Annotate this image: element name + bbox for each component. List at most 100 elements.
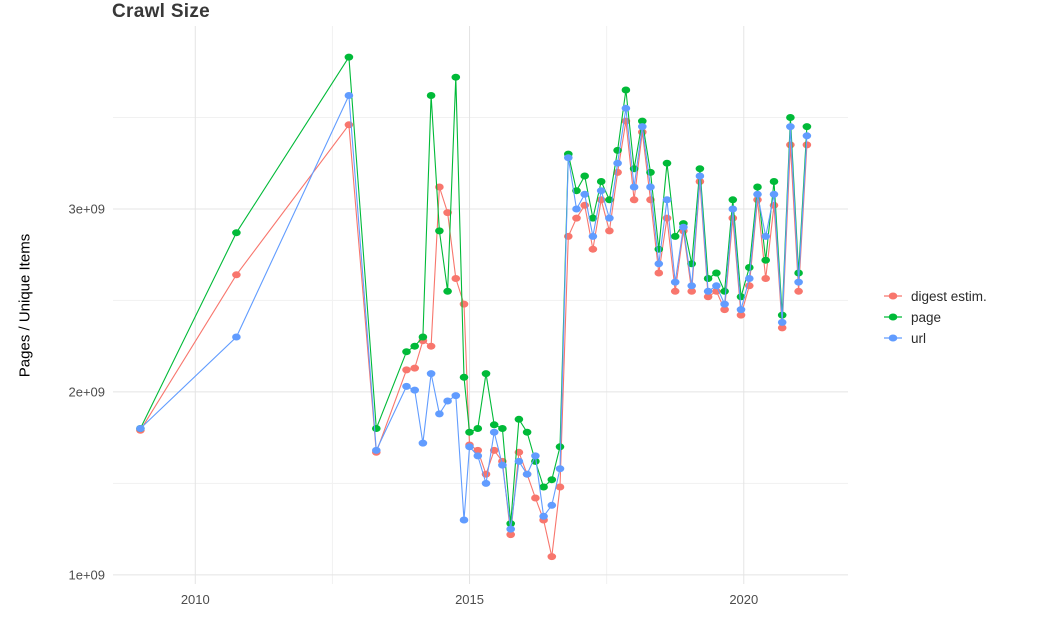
data-point-page — [418, 333, 428, 341]
data-point-url — [802, 132, 812, 140]
data-point-page — [426, 92, 436, 99]
data-point-digest-estim — [605, 227, 614, 235]
data-point-page — [753, 183, 762, 191]
data-point-url — [531, 452, 540, 460]
data-point-digest-estim — [777, 324, 787, 332]
data-point-page — [451, 73, 461, 81]
data-point-url — [662, 196, 672, 204]
data-point-digest-estim — [232, 271, 241, 279]
data-point-digest-estim — [506, 531, 515, 539]
data-point-url — [687, 282, 696, 290]
data-point-url — [654, 260, 664, 268]
x-tick-label: 2010 — [181, 592, 210, 607]
data-point-digest-estim — [402, 366, 411, 374]
data-point-url — [539, 512, 548, 520]
data-point-page — [481, 370, 491, 378]
data-point-url — [564, 154, 573, 162]
data-point-url — [435, 410, 444, 418]
data-point-page — [621, 86, 631, 94]
data-point-page — [344, 53, 354, 61]
data-point-page — [489, 421, 499, 429]
data-point-url — [761, 232, 770, 240]
legend-key-point — [888, 313, 898, 321]
y-tick-label: 2e+09 — [68, 384, 105, 399]
data-point-page — [402, 348, 411, 356]
legend-key-point — [888, 292, 898, 300]
data-point-url — [459, 516, 469, 524]
data-point-url — [498, 461, 507, 469]
data-point-page — [498, 425, 507, 432]
data-point-page — [712, 269, 721, 277]
data-point-page — [769, 178, 779, 185]
data-point-url — [629, 183, 639, 191]
legend-item-page: page — [882, 309, 987, 325]
data-point-page — [761, 256, 770, 264]
legend-item-digest-estim: digest estim. — [882, 288, 987, 304]
data-point-page — [473, 425, 483, 432]
legend-key-icon-url — [884, 334, 902, 342]
data-point-url — [736, 306, 746, 314]
data-point-url — [473, 452, 483, 460]
data-point-digest-estim — [547, 553, 557, 561]
data-point-page — [410, 342, 420, 350]
data-point-url — [695, 172, 705, 180]
data-point-url — [703, 287, 713, 295]
data-point-page — [514, 415, 524, 423]
data-point-url — [745, 275, 754, 282]
legend-label-url: url — [911, 330, 927, 346]
data-point-url — [136, 425, 145, 432]
data-point-page — [459, 373, 469, 381]
data-point-digest-estim — [720, 306, 729, 314]
series-line-url — [140, 93, 808, 530]
data-point-page — [372, 425, 381, 432]
data-point-digest-estim — [572, 214, 581, 222]
data-point-url — [443, 397, 452, 405]
data-point-url — [522, 470, 532, 478]
y-tick-label: 3e+09 — [68, 201, 105, 216]
data-point-url — [232, 333, 241, 341]
data-point-digest-estim — [426, 342, 436, 350]
data-point-page — [435, 227, 444, 235]
data-point-digest-estim — [794, 287, 803, 295]
data-point-page — [232, 229, 241, 237]
data-point-url — [481, 479, 491, 487]
data-point-page — [465, 428, 474, 436]
data-point-url — [344, 92, 354, 99]
data-point-url — [588, 232, 598, 240]
data-point-url — [777, 318, 787, 326]
data-point-digest-estim — [670, 287, 680, 295]
data-point-page — [646, 168, 655, 176]
y-axis-title: Pages / Unique Items — [16, 233, 34, 378]
data-point-url — [621, 104, 631, 112]
data-point-url — [410, 386, 420, 394]
data-point-page — [695, 165, 705, 173]
data-point-url — [555, 465, 565, 473]
data-point-digest-estim — [736, 311, 746, 319]
legend: digest estim. page url — [882, 288, 987, 346]
data-point-url — [753, 190, 762, 198]
data-point-page — [728, 196, 738, 204]
data-point-url — [426, 370, 436, 378]
data-point-digest-estim — [555, 483, 565, 491]
data-point-url — [646, 183, 655, 191]
data-point-page — [786, 114, 795, 121]
legend-label-page: page — [911, 309, 942, 325]
data-point-url — [679, 223, 688, 231]
data-point-digest-estim — [564, 232, 573, 240]
data-point-digest-estim — [629, 196, 639, 204]
data-point-page — [736, 293, 746, 301]
data-point-url — [506, 525, 515, 533]
data-point-page — [638, 117, 647, 125]
x-tick-label: 2020 — [729, 592, 758, 607]
data-point-url — [794, 278, 803, 286]
legend-item-url: url — [882, 330, 987, 346]
legend-key-icon-page — [884, 313, 902, 321]
data-point-url — [489, 428, 499, 436]
data-point-url — [786, 123, 795, 131]
data-point-digest-estim — [703, 293, 713, 301]
data-point-url — [572, 205, 581, 213]
data-point-page — [555, 443, 565, 451]
data-point-digest-estim — [646, 196, 655, 204]
data-point-digest-estim — [687, 287, 696, 295]
